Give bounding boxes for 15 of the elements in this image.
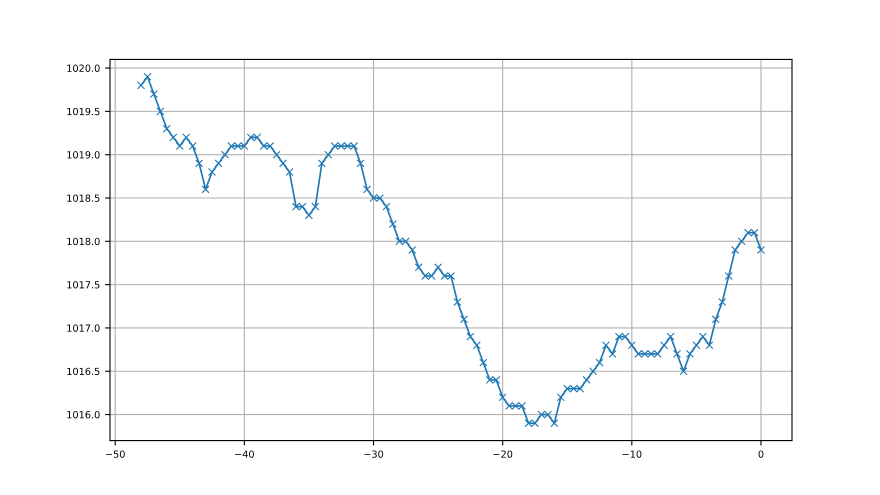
y-tick-label: 1020.0 xyxy=(67,64,100,72)
y-tick-label: 1016.5 xyxy=(67,368,100,376)
x-tick-label: −20 xyxy=(493,450,512,458)
x-tick-label: 0 xyxy=(758,450,764,458)
y-tick-label: 1017.0 xyxy=(67,324,100,332)
y-tick-label: 1018.0 xyxy=(67,238,100,246)
x-tick-label: −30 xyxy=(364,450,384,458)
y-tick-label: 1019.5 xyxy=(67,108,100,116)
x-tick-label: −50 xyxy=(106,450,125,458)
y-tick-label: 1017.5 xyxy=(67,281,100,288)
y-tick-label: 1016.0 xyxy=(67,411,100,418)
x-tick-label: −40 xyxy=(235,450,254,458)
y-tick-label: 1018.5 xyxy=(67,194,100,202)
y-tick-label: 1019.0 xyxy=(67,151,100,159)
x-tick-label: −10 xyxy=(622,450,642,458)
